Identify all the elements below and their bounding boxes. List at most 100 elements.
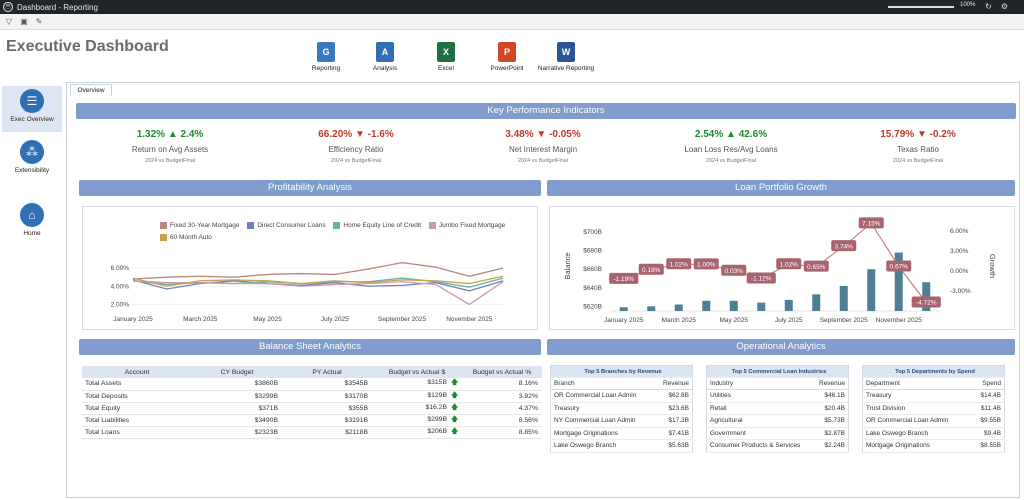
growth-label-box [693,258,719,270]
column-header[interactable]: Spend [970,377,1005,390]
pct-cell: 8.16% [462,378,542,391]
account-cell: Total Liabilities [82,414,192,427]
growth-label: -1.12% [751,276,772,283]
reporting-icon: G [317,42,335,62]
kpi-label: Loan Loss Res/Avg Loans [684,145,778,154]
value-cell: $46.1B [811,389,849,403]
save-icon[interactable]: ▣ [20,17,28,26]
column-header[interactable]: Branch [550,377,654,390]
tab-overview[interactable]: Overview [70,84,112,96]
py-actual-cell: $3191B [282,414,372,427]
name-cell: Agricultural [706,414,812,428]
kpi-sublabel: 2024 vs BudgetFinal [705,158,757,164]
y-tick-label: $660B [583,266,602,273]
column-header[interactable]: Budget vs Actual $ [372,366,462,378]
top-industries-table: Top 5 Commercial Loan Industries Industr… [706,365,849,453]
kpi-value-line: 3.48% ▼ -0.05% [505,129,581,140]
pct-cell: 8.85% [462,426,542,439]
growth-label-box [803,260,829,272]
secondary-toolbar: ▽ ▣ ✎ [0,14,1024,30]
analysis-button[interactable]: A Analysis [350,42,420,76]
y-tick-label: $640B [583,285,602,292]
powerpoint-label: PowerPoint [490,65,524,72]
y-tick-label: 4.00% [111,283,130,290]
bar [784,299,793,311]
column-header[interactable]: CY Budget [192,366,282,378]
kpi-value-line: 2.54% ▲ 42.6% [694,129,768,140]
account-cell: Total Loans [82,426,192,439]
column-header[interactable]: Industry [706,377,812,390]
growth-label: 3.74% [835,243,854,250]
table-row: Consumer Products & Services $2.24B [706,439,849,453]
refresh-icon[interactable]: ↻ [985,2,992,11]
filter-icon[interactable]: ▽ [5,17,13,26]
growth-label-box [831,240,857,252]
zoom-slider[interactable] [888,6,954,8]
y-tick-label: 6.00% [111,265,130,272]
series-line [132,261,504,280]
column-header[interactable]: Revenue [653,377,693,390]
account-cell: Total Deposits [82,390,192,403]
settings-icon[interactable]: ⚙ [1000,2,1009,11]
sidebar-item-extensibility[interactable]: ⁂ Extensibility [2,137,62,183]
name-cell: Treasury [862,389,971,403]
table-row: Retail $20.4B [706,402,849,415]
legend-item: 60 Month Auto [160,234,212,241]
narrative-reporting-button[interactable]: W Narrative Reporting [531,42,601,76]
bar [674,304,683,311]
x-tick-label: March 2025 [183,316,218,323]
x-tick-label: March 2025 [662,317,697,324]
py-actual-cell: $355B [282,402,372,415]
table-row: Mortgage Originations $8.55B [862,439,1005,453]
x-tick-label: September 2025 [378,316,426,323]
bar [619,307,628,311]
column-header[interactable]: Revenue [811,377,849,390]
x-tick-label: May 2025 [719,317,748,324]
growth-label-box [638,263,664,275]
y-axis-label: Balance [563,252,572,279]
diff-cell: $206B 🡅 [372,426,462,439]
column-header[interactable]: Department [862,377,971,390]
table-row: Agricultural $5.73B [706,414,849,428]
loan-growth-section-header: Loan Portfolio Growth [547,180,1015,196]
excel-button[interactable]: X Excel [411,42,481,76]
powerpoint-button[interactable]: P PowerPoint [472,42,542,76]
name-cell: Consumer Products & Services [706,439,812,453]
growth-label-box [776,258,802,270]
sidebar-item-home[interactable]: ⌂ Home [2,200,62,246]
sidebar-item-exec-overview[interactable]: ☰ Exec Overview [2,86,62,132]
kpi-loan-loss-reserve: 2.54% ▲ 42.6% Loan Loss Res/Avg Loans 20… [661,129,801,164]
window-title: Dashboard - Reporting [17,2,98,12]
cy-budget-cell: $3860B [192,378,282,391]
y-tick-label: 2.00% [111,301,130,308]
column-header[interactable]: Account [82,366,192,378]
zoom-level: 100% [960,2,976,8]
narrative-reporting-label: Narrative Reporting [537,65,595,72]
bar [729,300,738,311]
column-header[interactable]: PY Actual [282,366,372,378]
growth-label: 7.15% [862,221,881,228]
excel-icon: X [437,42,455,62]
value-cell: $7.41B [653,427,693,440]
top-branches-table: Top 5 Branches by Revenue Branch Revenue … [550,365,693,453]
value-cell: $23.6B [653,402,693,415]
kpi-value-line: 15.79% ▼ -0.2% [880,129,956,140]
bar [812,294,821,311]
table-row: Total Loans $2323B $2118B $206B 🡅 8.85% [82,426,542,439]
x-tick-label: January 2025 [113,316,153,323]
table-row: Total Equity $371B $355B $16.2B 🡅 4.37% [82,402,542,415]
reporting-button[interactable]: G Reporting [291,42,361,76]
kpi-return-on-avg-assets: 1.32% ▲ 2.4% Return on Avg Assets 2024 v… [100,129,240,164]
x-tick-label: May 2025 [253,316,282,323]
py-actual-cell: $3170B [282,390,372,403]
bar [702,300,711,311]
column-header[interactable]: Budget vs Actual % [462,366,542,378]
x-tick-label: November 2025 [876,317,923,324]
analysis-icon: A [376,42,394,62]
name-cell: Trust Division [862,402,971,415]
bar [894,252,903,311]
up-arrow-icon: 🡅 [451,427,458,435]
growth-label-box [609,272,639,284]
edit-icon[interactable]: ✎ [35,17,43,26]
balance-sheet-table: Account CY Budget PY Actual Budget vs Ac… [82,366,542,439]
